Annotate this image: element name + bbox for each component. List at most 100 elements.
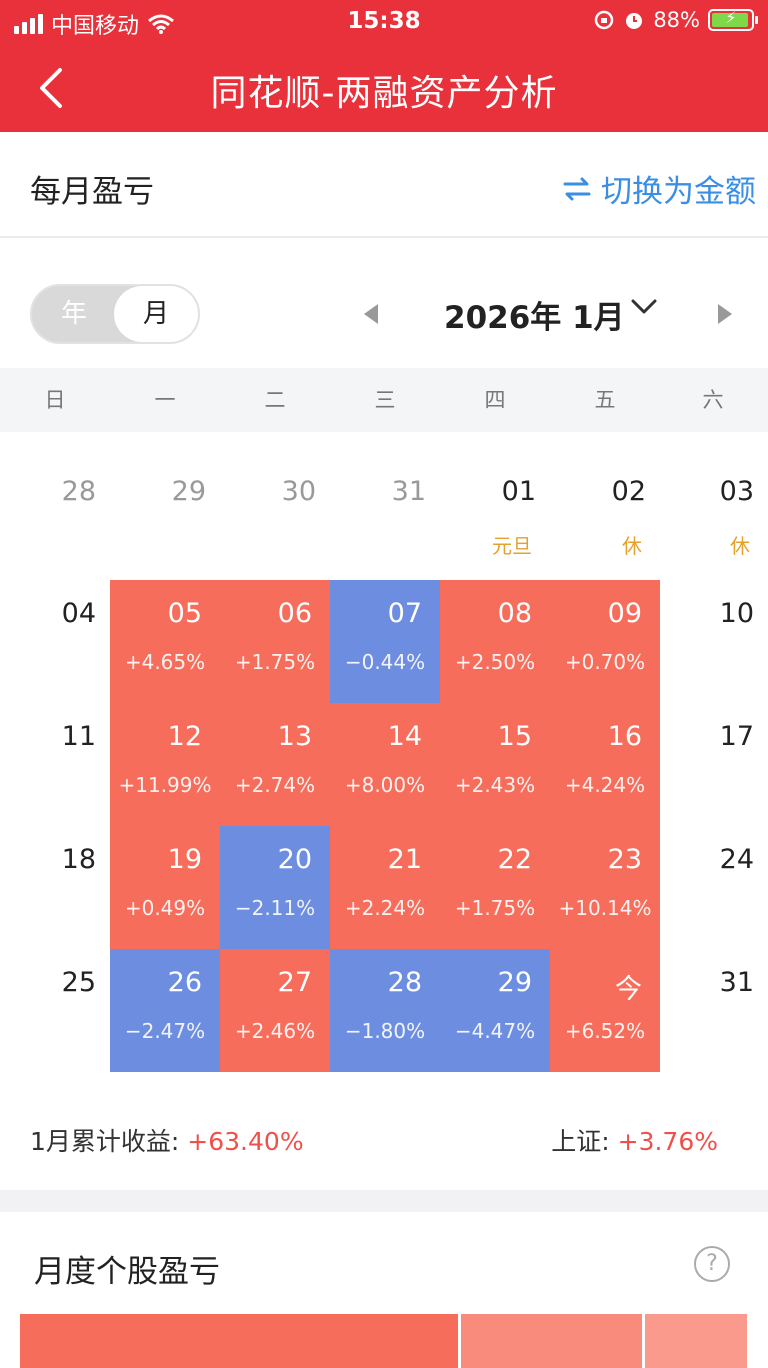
app-header: 中国移动 15:38 88% ⚡ (0, 0, 768, 132)
calendar-day: 10 (658, 580, 768, 703)
calendar-day: 04 (0, 580, 110, 703)
day-number: 19 (167, 844, 202, 875)
calendar-day[interactable]: 29 −4.47% (440, 949, 550, 1072)
calendar-day[interactable]: 02 休 (611, 476, 646, 558)
status-bar: 中国移动 15:38 88% ⚡ (0, 0, 768, 44)
day-return: −4.47% (454, 1019, 536, 1043)
calendar-day[interactable]: 23 +10.14% (550, 826, 660, 949)
calendar-day[interactable]: 21 +2.24% (330, 826, 440, 949)
status-right: 88% ⚡ (593, 8, 758, 32)
weekday-fri: 五 (594, 388, 616, 412)
status-time: 15:38 (347, 8, 421, 34)
calendar-day[interactable]: 28 −1.80% (330, 949, 440, 1072)
day-number: 12 (167, 721, 202, 752)
stock-bar[interactable] (461, 1314, 642, 1368)
calendar-day[interactable]: 16 +4.24% (550, 703, 660, 826)
back-chevron-icon[interactable] (34, 66, 74, 110)
weekday-header: 日 一 二 三 四 五 六 (0, 368, 768, 432)
day-number: 15 (497, 721, 532, 752)
toggle-month[interactable]: 月 (114, 286, 198, 342)
stock-bar[interactable] (645, 1314, 747, 1368)
calendar-day: 17 (658, 703, 768, 826)
day-return: +11.99% (118, 773, 212, 797)
calendar-day: 31 (658, 949, 768, 1072)
day-return: +2.46% (234, 1019, 316, 1043)
calendar-day[interactable]: 07 −0.44% (330, 580, 440, 703)
day-return: +1.75% (454, 896, 536, 920)
carrier-label: 中国移动 (51, 14, 140, 39)
calendar-day[interactable]: 15 +2.43% (440, 703, 550, 826)
day-number: 22 (497, 844, 532, 875)
day-return: +2.50% (454, 650, 536, 674)
cum-label: 1月累计收益: (30, 1127, 180, 1156)
switch-label: 切换为金额 (601, 174, 756, 210)
calendar-day[interactable]: 01 元旦 (492, 476, 536, 558)
day-return: +10.14% (558, 896, 652, 920)
calendar-day: 25 (0, 949, 110, 1072)
calendar-day[interactable]: 12 +11.99% (110, 703, 220, 826)
calendar-day[interactable]: 今 +6.52% (550, 949, 660, 1072)
calendar-day[interactable]: 14 +8.00% (330, 703, 440, 826)
day-return: +8.00% (344, 773, 426, 797)
holiday-label: 休 (622, 534, 642, 558)
stock-bar[interactable] (20, 1314, 458, 1368)
calendar-day[interactable]: 13 +2.74% (220, 703, 330, 826)
alarm-icon (626, 13, 643, 29)
calendar-day: 31 (391, 476, 426, 507)
day-return: −2.11% (234, 896, 316, 920)
weekday-sun: 日 (44, 388, 66, 412)
next-month-arrow-icon[interactable] (718, 304, 732, 324)
calendar-day: 28 (61, 476, 96, 507)
month-selector[interactable]: 2026年 1月 (444, 300, 625, 336)
calendar-day[interactable]: 03 休 (719, 476, 754, 558)
calendar-day: 30 (281, 476, 316, 507)
monthly-title: 每月盈亏 (30, 174, 154, 210)
day-number: 24 (719, 844, 754, 875)
lock-rotation-icon (595, 10, 614, 30)
day-number: 23 (607, 844, 642, 875)
day-number: 25 (61, 967, 96, 998)
calendar-grid: 28 29 30 31 01 元旦 02 休 03 休 04 05 +4.65% 06 +1.… (0, 432, 768, 1092)
holiday-label: 休 (730, 534, 750, 558)
day-return: +0.49% (124, 896, 206, 920)
day-number: 今 (615, 974, 642, 1005)
day-return: +6.52% (564, 1019, 646, 1043)
cum-value: +63.40% (187, 1127, 304, 1156)
switch-to-amount-button[interactable]: 切换为金额 (561, 166, 756, 211)
calendar-day[interactable]: 22 +1.75% (440, 826, 550, 949)
signal-icon (14, 14, 43, 34)
swap-icon (563, 177, 591, 200)
toggle-year[interactable]: 年 (60, 299, 87, 329)
day-number: 27 (277, 967, 312, 998)
day-return: +4.24% (564, 773, 646, 797)
day-return: +0.70% (564, 650, 646, 674)
question-circle-icon[interactable]: ? (694, 1246, 730, 1282)
calendar-day[interactable]: 27 +2.46% (220, 949, 330, 1072)
chevron-down-icon[interactable] (630, 296, 658, 316)
weekday-sat: 六 (702, 388, 724, 412)
calendar-day[interactable]: 06 +1.75% (220, 580, 330, 703)
index-return: 上证: +3.76% (551, 1122, 718, 1158)
day-return: +1.75% (234, 650, 316, 674)
nav-bar: 同花顺-两融资产分析 (0, 44, 768, 132)
battery-percent: 88% (653, 8, 700, 32)
day-number: 10 (719, 598, 754, 629)
day-number: 05 (167, 598, 202, 629)
calendar-day[interactable]: 19 +0.49% (110, 826, 220, 949)
day-number: 26 (167, 967, 202, 998)
calendar-day[interactable]: 20 −2.11% (220, 826, 330, 949)
calendar-day[interactable]: 05 +4.65% (110, 580, 220, 703)
calendar-day[interactable]: 08 +2.50% (440, 580, 550, 703)
day-number: 13 (277, 721, 312, 752)
day-return: +2.74% (234, 773, 316, 797)
calendar-day[interactable]: 26 −2.47% (110, 949, 220, 1072)
monthly-pnl-card: 每月盈亏 切换为金额 年 月 2026年 1月 日 一 二 三 四 五 六 28… (0, 132, 768, 1190)
cumulative-return: 1月累计收益: +63.40% (30, 1122, 304, 1158)
battery-charging-icon: ⚡ (708, 8, 758, 31)
year-month-toggle[interactable]: 年 月 (30, 284, 200, 344)
day-number: 31 (719, 967, 754, 998)
prev-month-arrow-icon[interactable] (364, 304, 378, 324)
day-number: 09 (607, 598, 642, 629)
day-return: −0.44% (344, 650, 426, 674)
calendar-day[interactable]: 09 +0.70% (550, 580, 660, 703)
